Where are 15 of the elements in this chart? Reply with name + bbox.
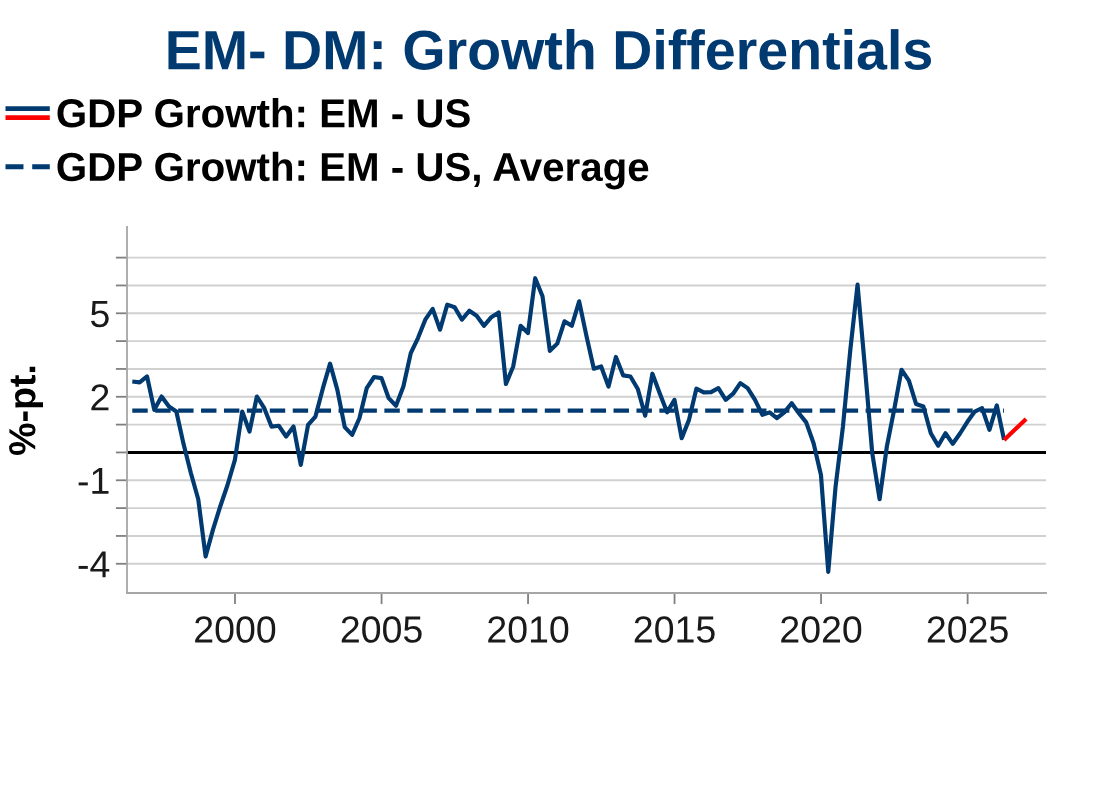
y-tick-label: -4: [78, 551, 110, 578]
x-tick-label: 2000: [195, 616, 276, 643]
x-tick-label: 2025: [927, 616, 1008, 643]
x-tick-label: 2005: [341, 616, 422, 643]
x-tick-label: 2015: [634, 616, 715, 643]
y-tick-label: 2: [91, 384, 109, 411]
x-tick-label: 2010: [488, 616, 569, 643]
chart-title: EM- DM: Growth Differentials: [168, 29, 932, 70]
y-axis-title: %-pt.: [9, 366, 43, 455]
x-tick-label: 2020: [781, 616, 862, 643]
legend-label: GDP Growth: EM - US, Average: [57, 151, 649, 190]
legend-label: GDP Growth: EM - US: [57, 98, 470, 128]
y-tick-label: -1: [78, 468, 109, 494]
y-tick-label: 5: [90, 301, 109, 328]
line-series: [130, 276, 1007, 574]
